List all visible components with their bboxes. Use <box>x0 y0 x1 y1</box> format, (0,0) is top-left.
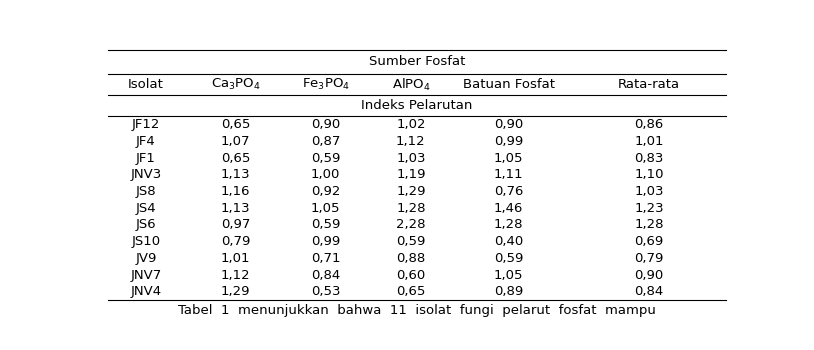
Text: Rata-rata: Rata-rata <box>618 78 680 91</box>
Text: 0,59: 0,59 <box>494 252 523 265</box>
Text: 0,59: 0,59 <box>396 235 426 248</box>
Text: 0,99: 0,99 <box>494 135 523 148</box>
Text: 0,71: 0,71 <box>311 252 340 265</box>
Text: 0,65: 0,65 <box>396 285 426 298</box>
Text: 0,84: 0,84 <box>634 285 663 298</box>
Text: JS4: JS4 <box>136 202 156 215</box>
Text: Isolat: Isolat <box>128 78 164 91</box>
Text: Fe$_3$PO$_4$: Fe$_3$PO$_4$ <box>302 77 350 92</box>
Text: 1,19: 1,19 <box>396 168 426 181</box>
Text: JNV4: JNV4 <box>130 285 161 298</box>
Text: 1,13: 1,13 <box>221 168 251 181</box>
Text: JV9: JV9 <box>135 252 156 265</box>
Text: Tabel  1  menunjukkan  bahwa  11  isolat  fungi  pelarut  fosfat  mampu: Tabel 1 menunjukkan bahwa 11 isolat fung… <box>178 304 656 317</box>
Text: 0,87: 0,87 <box>311 135 340 148</box>
Text: JF1: JF1 <box>136 152 155 164</box>
Text: JF4: JF4 <box>136 135 155 148</box>
Text: JNV7: JNV7 <box>130 268 161 282</box>
Text: Indeks Pelarutan: Indeks Pelarutan <box>361 99 473 112</box>
Text: 1,00: 1,00 <box>311 168 340 181</box>
Text: 0,92: 0,92 <box>311 185 340 198</box>
Text: Sumber Fosfat: Sumber Fosfat <box>369 55 466 69</box>
Text: 0,90: 0,90 <box>634 268 663 282</box>
Text: 1,05: 1,05 <box>311 202 340 215</box>
Text: 1,07: 1,07 <box>221 135 251 148</box>
Text: 1,02: 1,02 <box>396 118 426 131</box>
Text: 0,84: 0,84 <box>311 268 340 282</box>
Text: 1,28: 1,28 <box>634 218 663 231</box>
Text: 1,28: 1,28 <box>494 218 523 231</box>
Text: 0,76: 0,76 <box>494 185 523 198</box>
Text: 1,05: 1,05 <box>494 152 523 164</box>
Text: 0,69: 0,69 <box>634 235 663 248</box>
Text: 0,86: 0,86 <box>634 118 663 131</box>
Text: 0,65: 0,65 <box>221 152 251 164</box>
Text: 1,10: 1,10 <box>634 168 663 181</box>
Text: 1,03: 1,03 <box>634 185 663 198</box>
Text: 0,88: 0,88 <box>396 252 426 265</box>
Text: 0,60: 0,60 <box>396 268 426 282</box>
Text: 1,05: 1,05 <box>494 268 523 282</box>
Text: JS8: JS8 <box>136 185 156 198</box>
Text: 0,59: 0,59 <box>311 218 340 231</box>
Text: 1,29: 1,29 <box>396 185 426 198</box>
Text: 1,46: 1,46 <box>494 202 523 215</box>
Text: 1,01: 1,01 <box>634 135 663 148</box>
Text: 0,79: 0,79 <box>221 235 251 248</box>
Text: 1,29: 1,29 <box>221 285 251 298</box>
Text: 1,28: 1,28 <box>396 202 426 215</box>
Text: 1,13: 1,13 <box>221 202 251 215</box>
Text: 1,12: 1,12 <box>396 135 426 148</box>
Text: 2,28: 2,28 <box>396 218 426 231</box>
Text: JF12: JF12 <box>132 118 160 131</box>
Text: 0,97: 0,97 <box>221 218 251 231</box>
Text: 0,83: 0,83 <box>634 152 663 164</box>
Text: 0,53: 0,53 <box>311 285 340 298</box>
Text: 0,90: 0,90 <box>494 118 523 131</box>
Text: JS6: JS6 <box>136 218 156 231</box>
Text: 1,11: 1,11 <box>494 168 523 181</box>
Text: 1,16: 1,16 <box>221 185 251 198</box>
Text: 1,01: 1,01 <box>221 252 251 265</box>
Text: JNV3: JNV3 <box>130 168 161 181</box>
Text: 1,23: 1,23 <box>634 202 664 215</box>
Text: 0,59: 0,59 <box>311 152 340 164</box>
Text: 1,12: 1,12 <box>221 268 251 282</box>
Text: AlPO$_4$: AlPO$_4$ <box>392 77 430 93</box>
Text: Batuan Fosfat: Batuan Fosfat <box>462 78 554 91</box>
Text: 1,03: 1,03 <box>396 152 426 164</box>
Text: JS10: JS10 <box>131 235 160 248</box>
Text: 0,90: 0,90 <box>311 118 340 131</box>
Text: 0,40: 0,40 <box>494 235 523 248</box>
Text: Ca$_3$PO$_4$: Ca$_3$PO$_4$ <box>211 77 260 92</box>
Text: 0,99: 0,99 <box>311 235 340 248</box>
Text: 0,65: 0,65 <box>221 118 251 131</box>
Text: 0,89: 0,89 <box>494 285 523 298</box>
Text: 0,79: 0,79 <box>634 252 663 265</box>
